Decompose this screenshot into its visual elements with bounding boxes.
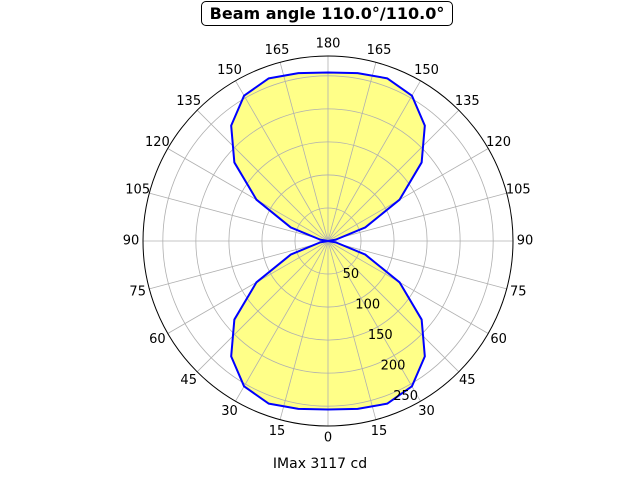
angle-tick-label-left-0: 15 (269, 424, 286, 439)
radial-tick-label-100: 100 (355, 298, 380, 313)
angular-gridline-315 (196, 240, 329, 373)
intensity-curve (230, 71, 426, 411)
radial-tick-label-250: 250 (393, 389, 418, 404)
angle-tick-label-right-2: 30 (418, 404, 435, 419)
angular-gridline-345 (279, 240, 329, 420)
polar-frame (142, 55, 514, 427)
angular-gridline-30 (327, 240, 421, 402)
angle-tick-label-right-3: 45 (459, 373, 476, 388)
angle-tick-label-left-2: 45 (180, 373, 197, 388)
angular-gridline-225 (196, 109, 329, 242)
angle-tick-label-left-7: 120 (145, 135, 170, 150)
angular-gridline-60 (327, 240, 489, 334)
angle-tick-label-right-5: 75 (510, 285, 527, 300)
angle-tick-label-right-0: 0 (324, 431, 332, 446)
angular-gridline-15 (327, 240, 377, 420)
angular-gridline-285 (149, 240, 329, 290)
angular-gridline-135 (327, 109, 460, 242)
angular-gridline-330 (235, 240, 329, 402)
angle-tick-label-right-10: 150 (414, 63, 439, 78)
chart-title: Beam angle 110.0°/110.0° (201, 1, 453, 26)
angle-tick-label-right-1: 15 (371, 424, 388, 439)
angular-gridline-300 (167, 240, 329, 334)
radial-tick-label-200: 200 (381, 359, 406, 374)
radial-tick-label-50: 50 (343, 267, 360, 282)
radial-tick-label-150: 150 (368, 328, 393, 343)
angle-tick-label-right-12: 180 (316, 37, 341, 52)
angular-gridline-105 (327, 192, 507, 242)
angle-tick-label-right-11: 165 (367, 43, 392, 58)
angle-tick-label-right-4: 60 (490, 332, 507, 347)
x-axis-label: IMax 3117 cd (272, 456, 368, 472)
angular-gridline-45 (327, 240, 460, 373)
angle-tick-label-left-10: 165 (265, 43, 290, 58)
angular-gridline-210 (235, 80, 329, 242)
angular-gridline-120 (327, 148, 489, 242)
angle-tick-label-right-6: 90 (517, 234, 534, 249)
angle-tick-label-left-3: 60 (149, 332, 166, 347)
angle-tick-label-left-8: 135 (176, 94, 201, 109)
angle-tick-label-right-8: 120 (486, 135, 511, 150)
angular-gridline-165 (327, 62, 377, 242)
angle-tick-label-left-9: 150 (217, 63, 242, 78)
angular-gridline-150 (327, 80, 421, 242)
angle-tick-label-right-7: 105 (506, 183, 531, 198)
angular-gridline-195 (279, 62, 329, 242)
angular-gridline-75 (327, 240, 507, 290)
angle-tick-label-left-6: 105 (125, 183, 150, 198)
angle-tick-label-left-5: 90 (123, 234, 140, 249)
angle-tick-label-right-9: 135 (455, 94, 480, 109)
angular-gridline-255 (149, 192, 329, 242)
angular-gridline-240 (167, 148, 329, 242)
angle-tick-label-left-1: 30 (221, 404, 238, 419)
angle-tick-label-left-4: 75 (129, 285, 146, 300)
